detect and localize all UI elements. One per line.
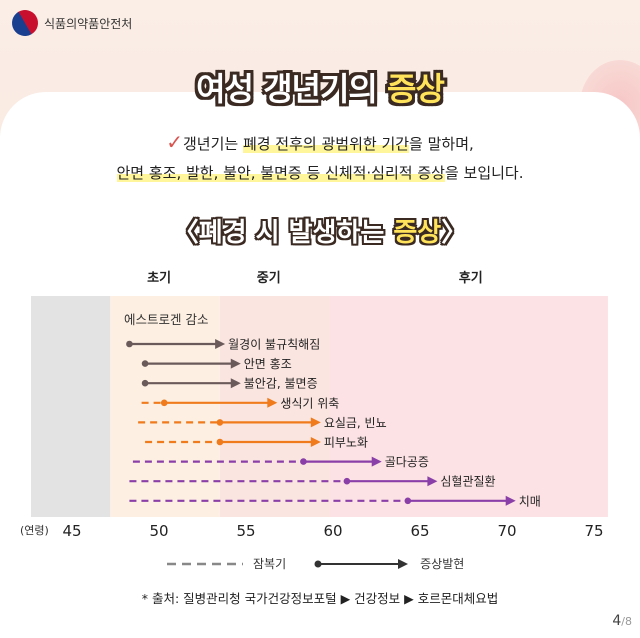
symptom-label: 불안감, 불면증 [244,377,318,391]
arrow-head [371,456,382,467]
arrow-head [230,358,241,369]
title-text: 여성 갱년기의 [196,70,388,108]
symptom-label: 심혈관질환 [440,475,495,489]
page-current: 4 [612,613,622,629]
arrow-head [215,339,226,349]
symptom-label: 피부노화 [324,436,368,450]
onset-dot [300,458,307,465]
x-tick-label: 70 [497,522,516,540]
onset-dot [216,438,224,446]
symptom-label: 생식기 위축 [280,396,339,410]
x-tick-label: 50 [149,522,168,540]
mfds-taegeuk-logo-icon [7,5,43,41]
intro-highlight: 안면 홍조, 발한, 불안, 불면증 등 신체적·심리적 증상 [116,164,445,182]
onset-dot [216,419,224,426]
intro-text: 을 말하며, [409,135,474,153]
source-citation: * 출처: 질병관리청 국가건강정보포털 ▶ 건강정보 ▶ 호르몬대체요법 [141,591,499,606]
checkmark-icon: ✓ [166,130,183,154]
stage-label: 중기 [257,271,281,286]
x-tick-label: 75 [584,522,603,540]
onset-dot [160,399,168,407]
x-tick-label: 55 [236,522,255,540]
intro-line-1: ✓갱년기는 폐경 전후의 광범위한 기간을 말하며, [0,130,640,154]
page-indicator: 4/8 [612,613,632,629]
page-total: /8 [621,615,632,628]
intro-text: 을 보입니다. [444,164,524,182]
arrow-head [267,397,278,408]
chart-title-text: 폐경 시 발생하는 [198,218,394,248]
onset-dot [141,379,149,387]
symptom-label: 치매 [519,494,541,508]
chart-legend: 잠복기 증상발현 [165,555,464,572]
bracket: 〉 [441,218,468,248]
brand: 식품의약품안전처 [7,5,133,41]
x-tick-label: 65 [410,522,429,540]
page-title: 여성 갱년기의 증상 [0,64,640,110]
arrow-head [310,417,321,428]
onset-dot [141,360,149,367]
latent-legend-label: 잠복기 [253,557,287,571]
latent-legend-line [167,562,243,565]
onset-legend-label: 증상발현 [420,557,465,571]
arrow-head [310,437,321,447]
chart-title-highlight: 증상 [393,218,442,248]
chart-title: 〈폐경 시 발생하는 증상〉 [0,212,640,249]
x-tick-label: 45 [62,522,81,540]
onset-dot [343,477,351,485]
stage-band [110,296,220,517]
premenopause-band [31,296,111,517]
stage-label: 후기 [459,270,483,286]
stage-label: 초기 [147,271,171,286]
arrow-head [230,378,241,389]
x-tick-label: 60 [323,522,342,540]
symptom-label: 안면 홍조 [244,357,292,371]
title-highlight: 증상 [387,70,445,108]
intro-highlight: 폐경 전후의 광범위한 기간 [242,135,410,153]
onset-dot [126,340,133,348]
symptom-label: 요실금, 빈뇨 [324,416,387,430]
symptom-label: 골다공증 [385,455,429,469]
bracket: 〈 [172,218,199,248]
intro-line-2: 안면 홍조, 발한, 불안, 불면증 등 신체적·심리적 증상을 보입니다. [0,162,640,183]
onset-legend-arrow [314,558,409,569]
estrogen-label: 에스트로겐 감소 [124,312,208,327]
arrow-head [427,476,438,487]
x-axis-label: (연령) [20,524,49,537]
arrow-head [505,495,516,506]
onset-dot [404,497,412,505]
brand-name: 식품의약품안전처 [44,16,133,31]
intro-text: 갱년기는 [182,135,243,153]
symptom-label: 월경이 불규칙해짐 [228,338,320,352]
